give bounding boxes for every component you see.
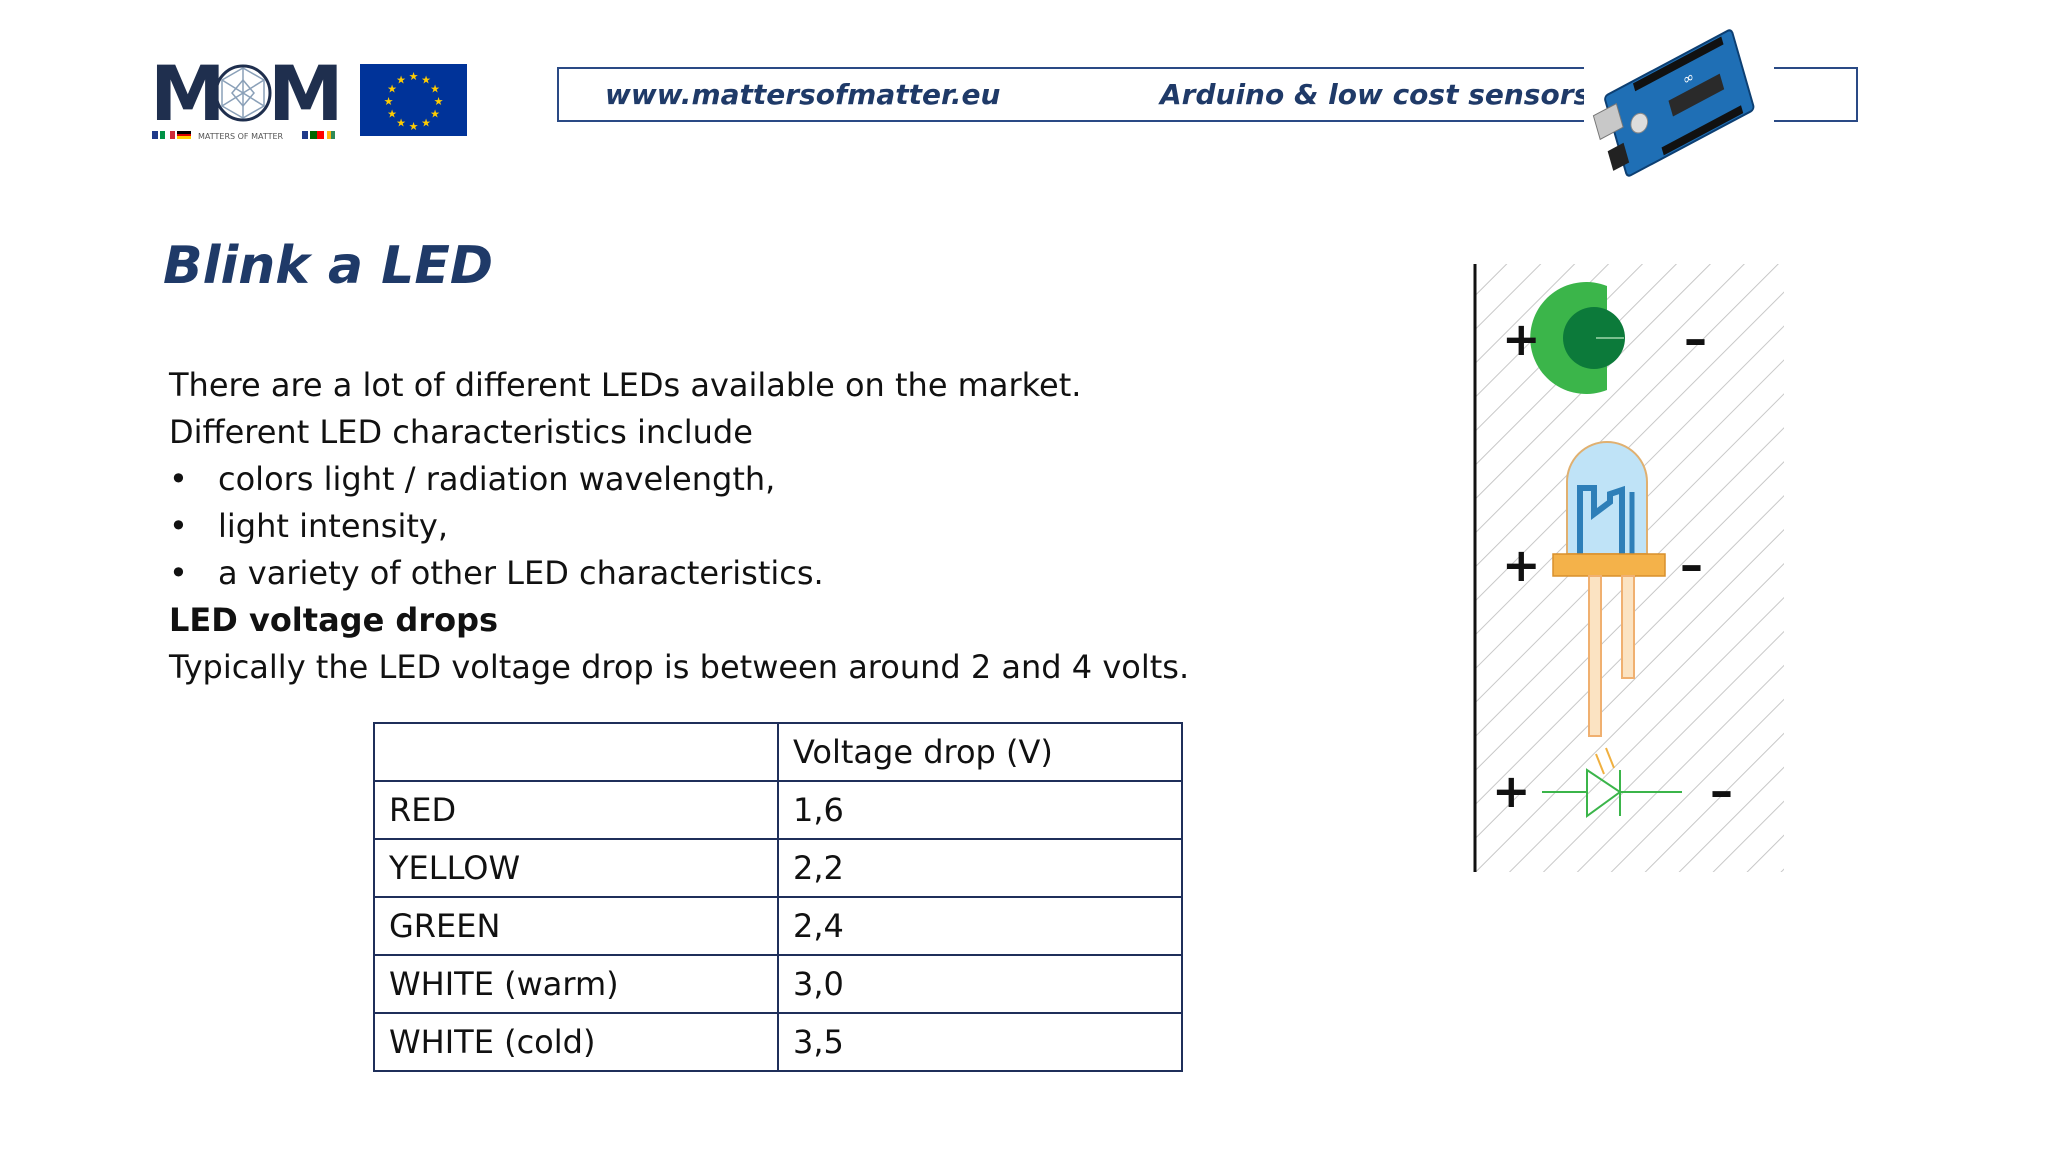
svg-text:★: ★ bbox=[409, 120, 419, 133]
course-title: Arduino & low cost sensors bbox=[1160, 78, 1591, 111]
plus-sign: + bbox=[1502, 538, 1541, 592]
arduino-board-icon: ∞ bbox=[1592, 29, 1755, 177]
svg-text:★: ★ bbox=[396, 74, 406, 87]
bullet-item: colors light / radiation wavelength, bbox=[218, 460, 776, 498]
led-schematic-symbol bbox=[1542, 747, 1682, 818]
minus-sign: – bbox=[1684, 312, 1707, 366]
svg-text:★: ★ bbox=[430, 108, 440, 121]
table-cell-voltage: 2,4 bbox=[777, 896, 1183, 956]
table-cell-voltage: 2,2 bbox=[777, 838, 1183, 898]
table-cell-color: WHITE (warm) bbox=[373, 954, 779, 1014]
bullet-dot: • bbox=[169, 460, 188, 498]
led-top-view bbox=[1530, 282, 1625, 394]
svg-text:★: ★ bbox=[387, 83, 397, 96]
minus-sign: – bbox=[1680, 538, 1703, 592]
table-cell-color: WHITE (cold) bbox=[373, 1012, 779, 1072]
bullet-dot: • bbox=[169, 554, 188, 592]
table-cell-color: RED bbox=[373, 780, 779, 840]
table-header-row: Voltage drop (V) bbox=[373, 722, 1183, 782]
subheading-voltage-drops: LED voltage drops bbox=[169, 601, 499, 639]
svg-text:★: ★ bbox=[396, 117, 406, 130]
svg-text:★: ★ bbox=[387, 108, 397, 121]
eu-flag: ★ ★ ★ ★ ★ ★ ★ ★ ★ ★ ★ ★ bbox=[360, 64, 467, 136]
table-row: WHITE (warm) 3,0 bbox=[373, 954, 1183, 1014]
led-side-view bbox=[1552, 441, 1666, 737]
table-header-cell bbox=[373, 722, 779, 782]
table-header-cell: Voltage drop (V) bbox=[777, 722, 1183, 782]
voltage-drop-table: Voltage drop (V) RED 1,6 YELLOW 2,2 GREE… bbox=[373, 722, 1183, 1072]
table-row: YELLOW 2,2 bbox=[373, 838, 1183, 898]
table-cell-voltage: 3,0 bbox=[777, 954, 1183, 1014]
svg-text:★: ★ bbox=[430, 83, 440, 96]
voltage-line: Typically the LED voltage drop is betwee… bbox=[169, 648, 1190, 686]
table-cell-color: YELLOW bbox=[373, 838, 779, 898]
bullet-item: a variety of other LED characteristics. bbox=[218, 554, 824, 592]
intro-line-1: There are a lot of different LEDs availa… bbox=[169, 366, 1082, 404]
svg-text:★: ★ bbox=[434, 95, 444, 108]
plus-sign: + bbox=[1492, 764, 1531, 818]
table-row: RED 1,6 bbox=[373, 780, 1183, 840]
slide-title: Blink a LED bbox=[163, 236, 494, 296]
table-row: GREEN 2,4 bbox=[373, 896, 1183, 956]
bullet-dot: • bbox=[169, 507, 188, 545]
globe-icon bbox=[214, 64, 272, 122]
svg-text:★: ★ bbox=[384, 95, 394, 108]
table-cell-color: GREEN bbox=[373, 896, 779, 956]
intro-line-2: Different LED characteristics include bbox=[169, 413, 753, 451]
site-url: www.mattersofmatter.eu bbox=[605, 78, 1001, 111]
table-cell-voltage: 3,5 bbox=[777, 1012, 1183, 1072]
plus-sign: + bbox=[1502, 312, 1541, 366]
svg-text:MATTERS OF MATTER: MATTERS OF MATTER bbox=[198, 132, 284, 141]
svg-text:★: ★ bbox=[421, 117, 431, 130]
svg-text:★: ★ bbox=[409, 70, 419, 83]
bullet-item: light intensity, bbox=[218, 507, 448, 545]
svg-text:∞: ∞ bbox=[1681, 68, 1696, 89]
led-diagram bbox=[1473, 264, 1784, 872]
arduino-board-image: ∞ bbox=[1584, 20, 1774, 180]
minus-sign: – bbox=[1710, 764, 1733, 818]
svg-text:★: ★ bbox=[421, 74, 431, 87]
table-cell-voltage: 1,6 bbox=[777, 780, 1183, 840]
mom-flags-strip: MATTERS OF MATTER bbox=[152, 131, 335, 141]
eu-stars-icon: ★ ★★ ★★★ ★★★ ★★★ bbox=[384, 70, 444, 133]
mom-logo: M M MATTERS OF MATTER bbox=[150, 49, 344, 142]
table-row: WHITE (cold) 3,5 bbox=[373, 1012, 1183, 1072]
led-illustration: + – + – + – bbox=[1472, 264, 1784, 872]
